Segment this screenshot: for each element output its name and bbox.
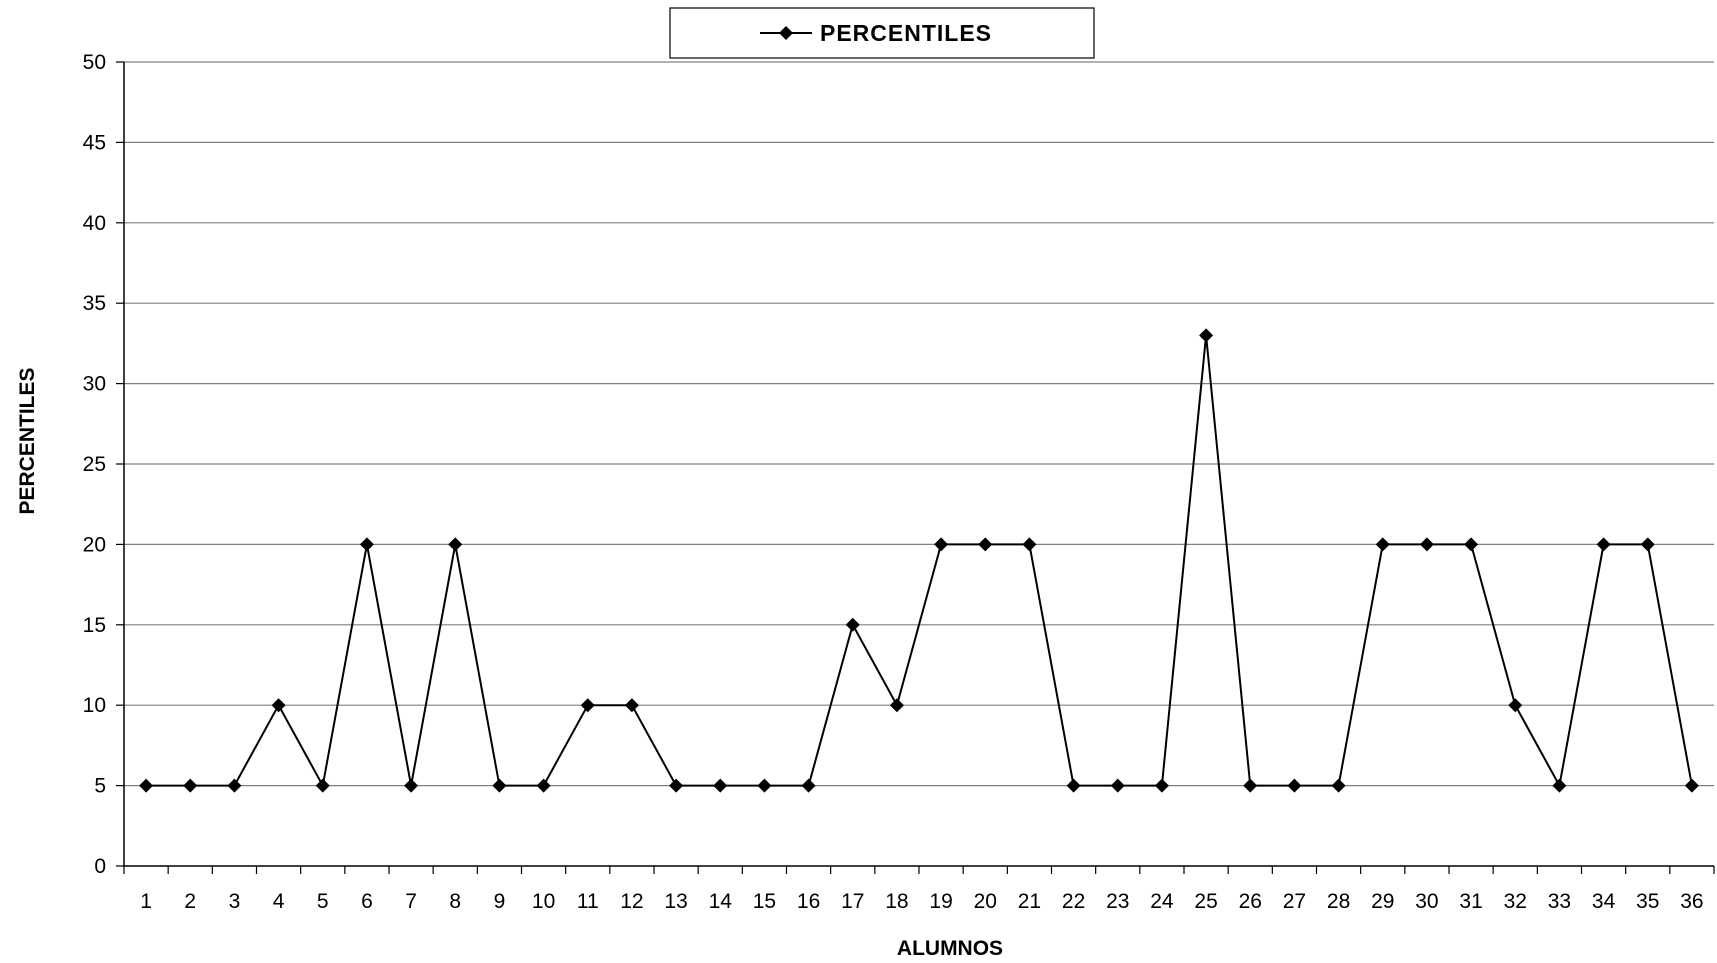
data-point-2 (183, 778, 198, 793)
data-point-31 (1464, 537, 1479, 552)
data-point-20 (978, 537, 993, 552)
data-point-32 (1508, 698, 1523, 713)
x-tick-label-24: 24 (1150, 890, 1174, 913)
data-point-4 (271, 698, 286, 713)
data-point-3 (227, 778, 242, 793)
x-tick-label-25: 25 (1194, 890, 1217, 913)
x-tick-label-3: 3 (229, 890, 241, 913)
x-tick-label-15: 15 (753, 890, 776, 913)
data-point-18 (889, 698, 904, 713)
x-tick-label-23: 23 (1106, 890, 1129, 913)
gridlines (124, 61, 1714, 787)
legend-entry-label: PERCENTILES (820, 20, 992, 46)
x-tick-label-35: 35 (1636, 890, 1659, 913)
x-tick-label-26: 26 (1239, 890, 1262, 913)
x-tick-label-2: 2 (184, 890, 196, 913)
y-tick-label-5: 5 (94, 775, 106, 798)
y-tick-label-45: 45 (83, 131, 106, 154)
y-tick-label-35: 35 (83, 292, 106, 315)
data-point-26 (1243, 778, 1258, 793)
x-tick-label-17: 17 (841, 890, 864, 913)
x-tick-label-36: 36 (1680, 890, 1703, 913)
series-percentiles (139, 328, 1699, 793)
y-tick-label-15: 15 (83, 614, 106, 637)
x-tick-label-6: 6 (361, 890, 373, 913)
x-tick-label-14: 14 (709, 890, 733, 913)
data-point-16 (801, 778, 816, 793)
data-point-21 (1022, 537, 1037, 552)
x-tick-label-21: 21 (1018, 890, 1041, 913)
y-axis: 0 5 10 15 20 25 30 35 40 45 50 (83, 51, 124, 878)
x-tick-label-28: 28 (1327, 890, 1350, 913)
x-tick-label-10: 10 (532, 890, 555, 913)
legend: PERCENTILES (669, 7, 1095, 59)
x-tick-label-11: 11 (577, 890, 599, 913)
data-point-17 (845, 617, 860, 632)
x-tick-label-27: 27 (1283, 890, 1306, 913)
x-tick-label-8: 8 (449, 890, 461, 913)
data-point-35 (1640, 537, 1655, 552)
data-point-7 (404, 778, 419, 793)
data-point-28 (1331, 778, 1346, 793)
data-point-1 (139, 778, 154, 793)
data-point-8 (448, 537, 463, 552)
legend-diamond-marker (779, 26, 793, 40)
x-tick-label-16: 16 (797, 890, 820, 913)
legend-box (669, 7, 1095, 59)
x-tick-label-30: 30 (1415, 890, 1438, 913)
data-point-9 (492, 778, 507, 793)
data-point-22 (1066, 778, 1081, 793)
data-point-33 (1552, 778, 1567, 793)
x-tick-label-31: 31 (1459, 890, 1482, 913)
x-tick-label-19: 19 (929, 890, 952, 913)
data-point-25 (1199, 328, 1214, 343)
x-tick-label-22: 22 (1062, 890, 1085, 913)
data-point-34 (1596, 537, 1611, 552)
x-tick-label-4: 4 (273, 890, 285, 913)
y-tick-label-0: 0 (94, 855, 106, 878)
data-point-5 (315, 778, 330, 793)
data-point-19 (934, 537, 949, 552)
x-tick-label-33: 33 (1548, 890, 1571, 913)
x-axis-title: ALUMNOS (897, 937, 1003, 960)
data-point-13 (669, 778, 684, 793)
x-axis: 1 2 3 4 5 6 7 8 9 10 11 12 13 14 15 16 17 18 19 20 21 22 23 24 2… (123, 866, 1715, 913)
data-point-10 (536, 778, 551, 793)
data-point-30 (1419, 537, 1434, 552)
y-tick-label-30: 30 (83, 373, 106, 396)
y-axis-title: PERCENTILES (16, 367, 39, 514)
data-point-23 (1110, 778, 1125, 793)
data-point-11 (580, 698, 595, 713)
data-point-15 (757, 778, 772, 793)
x-tick-label-32: 32 (1504, 890, 1527, 913)
data-point-24 (1154, 778, 1169, 793)
data-point-12 (624, 698, 639, 713)
x-tick-label-7: 7 (405, 890, 417, 913)
x-tick-label-20: 20 (974, 890, 997, 913)
x-tick-label-18: 18 (885, 890, 908, 913)
x-tick-label-5: 5 (317, 890, 329, 913)
y-tick-label-20: 20 (83, 533, 106, 556)
data-point-29 (1375, 537, 1390, 552)
x-tick-label-13: 13 (664, 890, 687, 913)
y-tick-label-25: 25 (83, 453, 106, 476)
y-tick-label-40: 40 (83, 212, 106, 235)
series-line-0 (146, 335, 1693, 789)
x-tick-label-12: 12 (620, 890, 643, 913)
data-point-27 (1287, 778, 1302, 793)
x-tick-label-9: 9 (494, 890, 506, 913)
x-tick-label-34: 34 (1592, 890, 1616, 913)
x-tick-label-29: 29 (1371, 890, 1394, 913)
data-point-14 (713, 778, 728, 793)
x-tick-label-1: 1 (140, 890, 152, 913)
data-point-36 (1684, 778, 1699, 793)
y-tick-label-50: 50 (83, 51, 106, 74)
data-point-6 (359, 537, 374, 552)
y-tick-label-10: 10 (83, 694, 106, 717)
